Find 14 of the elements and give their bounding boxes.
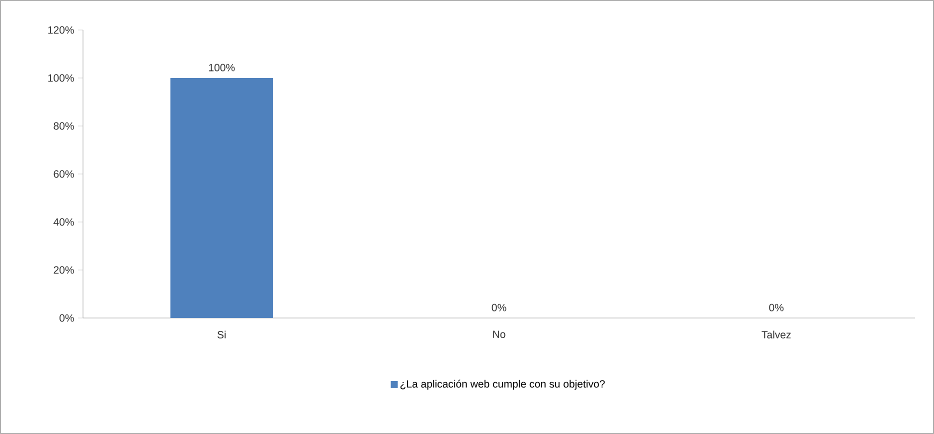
- x-tick-label: No: [493, 330, 506, 338]
- y-tick-label: 120%: [48, 26, 74, 34]
- x-tick-label: Si: [217, 330, 226, 338]
- data-label: 0%: [769, 304, 784, 312]
- y-tick-label: 40%: [54, 218, 74, 226]
- legend-label: ¿La aplicación web cumple con su objetivo?: [400, 380, 605, 390]
- x-tick-label: Talvez: [762, 330, 791, 338]
- data-label: 0%: [492, 304, 506, 312]
- y-tick-label: 80%: [54, 122, 74, 130]
- data-label: 100%: [209, 64, 235, 72]
- y-tick-label: 100%: [48, 74, 74, 82]
- y-tick-label: 0%: [60, 314, 74, 322]
- y-tick-label: 60%: [54, 170, 74, 178]
- y-tick-label: 20%: [54, 266, 74, 274]
